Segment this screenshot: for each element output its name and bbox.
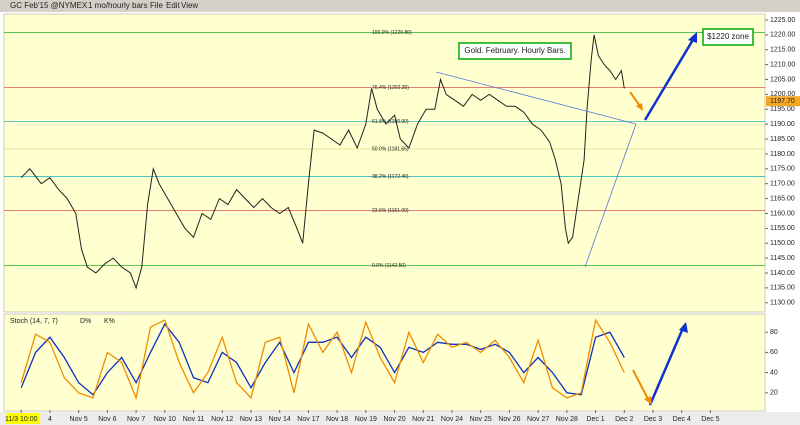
fib-label: 61.8% (1190.90): [372, 119, 409, 125]
series-line: [20, 322, 625, 396]
fib-label: 76.4% (1202.30): [372, 85, 409, 91]
x-tick-label: Nov 17: [297, 416, 319, 423]
x-tick-label: Nov 26: [498, 416, 520, 423]
x-tick-label: Dec 5: [701, 416, 719, 423]
y-tick-label: 1130.00: [770, 300, 795, 307]
y-tick-label: 1205.00: [770, 76, 795, 83]
y-tick-label: 1190.00: [770, 121, 795, 128]
y-tick-label: 1195.00: [770, 106, 795, 113]
y-tick-label: 1155.00: [770, 225, 795, 232]
price-panel: [3, 13, 766, 313]
arrow: [629, 91, 641, 107]
x-tick-label: Nov 7: [127, 416, 145, 423]
series-line: [20, 318, 625, 401]
menu-view[interactable]: View: [181, 1, 198, 10]
y-tick-label: 1165.00: [770, 195, 795, 202]
x-tick-label: Nov 12: [211, 416, 233, 423]
x-tick-label: Nov 18: [326, 416, 348, 423]
fib-label: 50.0% (1181.65): [372, 146, 409, 152]
x-tick-label: Nov 27: [527, 416, 549, 423]
y-tick-label: 1135.00: [770, 285, 795, 292]
last-price: 1197.70: [770, 98, 795, 105]
trend-line: [584, 123, 637, 268]
y-tick-label: 1220.00: [770, 32, 795, 39]
x-tick-label: Nov 11: [183, 416, 205, 423]
x-tick-label: Nov 5: [70, 416, 88, 423]
fib-label: 23.6% (1161.00): [372, 208, 409, 214]
arrow-head: [636, 103, 643, 111]
x-tick-label: Nov 13: [240, 416, 262, 423]
stoch-panel: [3, 313, 766, 412]
arrow-head: [688, 32, 697, 43]
y-tick-label: 1225.00: [770, 17, 795, 24]
y-tick-label: 60: [770, 349, 778, 356]
annotation-box: [702, 28, 754, 46]
fib-label: 0.0% (1142.50): [372, 263, 406, 269]
last-price-box: [766, 96, 800, 107]
annotation: $1220 zone: [707, 32, 749, 41]
y-tick-label: 1210.00: [770, 61, 795, 68]
y-tick-label: 1150.00: [770, 240, 795, 247]
y-tick-label: 20: [770, 390, 778, 397]
x-tick-label: Dec 2: [615, 416, 633, 423]
y-tick-label: 1200.00: [770, 91, 795, 98]
indicator-title[interactable]: Stoch (14, 7, 7): [10, 318, 58, 325]
x-tick-label: Nov 6: [98, 416, 116, 423]
legend-entry[interactable]: D%: [80, 318, 91, 325]
fib-label: 38.2% (1172.40): [372, 174, 409, 180]
x-axis-strip: [0, 412, 800, 425]
symbol[interactable]: GC Feb'15 @NYMEX: [10, 1, 88, 10]
legend-entry[interactable]: K%: [104, 318, 115, 325]
fib-label: 100.0% (1220.80): [372, 30, 412, 36]
menu-edit[interactable]: Edit: [166, 1, 181, 10]
x-tick-label: Nov 28: [556, 416, 578, 423]
x-tick-label: 4: [48, 416, 52, 423]
y-tick-label: 1140.00: [770, 270, 795, 277]
trend-line: [435, 71, 637, 125]
x-tick-label: Nov 19: [355, 416, 377, 423]
arrow-head: [644, 396, 652, 405]
y-tick-label: 1185.00: [770, 136, 795, 143]
annotation: Gold. February. Hourly Bars.: [464, 46, 565, 55]
y-tick-label: 1145.00: [770, 255, 795, 262]
x-tick-label: Nov 10: [154, 416, 176, 423]
arrow-head: [679, 322, 688, 333]
series-line: [20, 34, 625, 290]
y-tick-label: 1215.00: [770, 47, 795, 54]
x-tick-label: Dec 1: [586, 416, 604, 423]
y-tick-label: 1180.00: [770, 151, 795, 158]
arrow: [632, 369, 649, 400]
y-tick-label: 1160.00: [770, 210, 795, 217]
menu-file[interactable]: File: [150, 1, 163, 10]
x-tick-label: Nov 21: [412, 416, 434, 423]
x-tick-label: Nov 24: [441, 416, 463, 423]
y-tick-label: 80: [770, 329, 778, 336]
y-tick-label: 1170.00: [770, 181, 795, 188]
x-tick-label: Nov 20: [383, 416, 405, 423]
arrow: [643, 37, 696, 121]
x-tick-label: Dec 3: [644, 416, 662, 423]
y-tick-label: 40: [770, 369, 778, 376]
x-label-highlight: [6, 413, 41, 424]
annotation-box: [458, 42, 572, 60]
x-tick-label: Nov 14: [269, 416, 291, 423]
toolbar: [0, 0, 800, 12]
y-tick-label: 1175.00: [770, 166, 795, 173]
arrow: [648, 327, 685, 406]
x-tick-label: Dec 4: [673, 416, 691, 423]
x-tick-label: 11/3 10:00: [5, 416, 38, 423]
x-tick-label: Nov 25: [470, 416, 492, 423]
interval[interactable]: 1 mo/hourly bars: [88, 1, 148, 10]
